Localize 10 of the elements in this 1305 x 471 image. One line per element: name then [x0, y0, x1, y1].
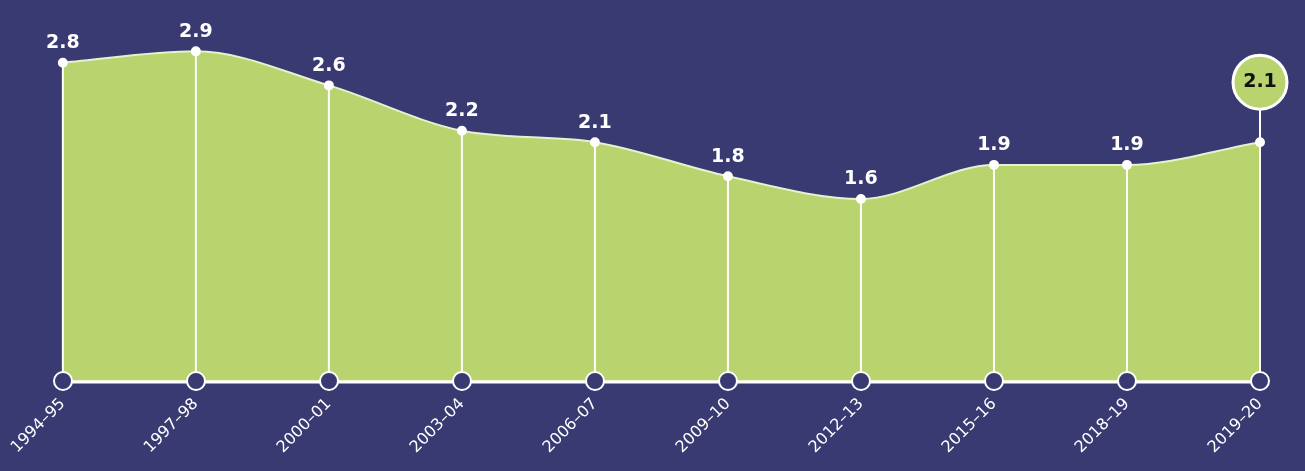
data-label: 2.2 — [445, 98, 479, 121]
data-label: 1.9 — [977, 132, 1011, 155]
data-label: 2.6 — [312, 52, 346, 75]
data-label: 1.6 — [844, 166, 878, 189]
data-label: 2.9 — [179, 18, 213, 41]
data-label: 1.9 — [1110, 132, 1144, 155]
data-label: 2.1 — [578, 109, 612, 132]
data-label: 2.1 — [1243, 69, 1277, 92]
data-label: 1.8 — [711, 143, 745, 166]
data-label: 2.8 — [46, 30, 80, 53]
